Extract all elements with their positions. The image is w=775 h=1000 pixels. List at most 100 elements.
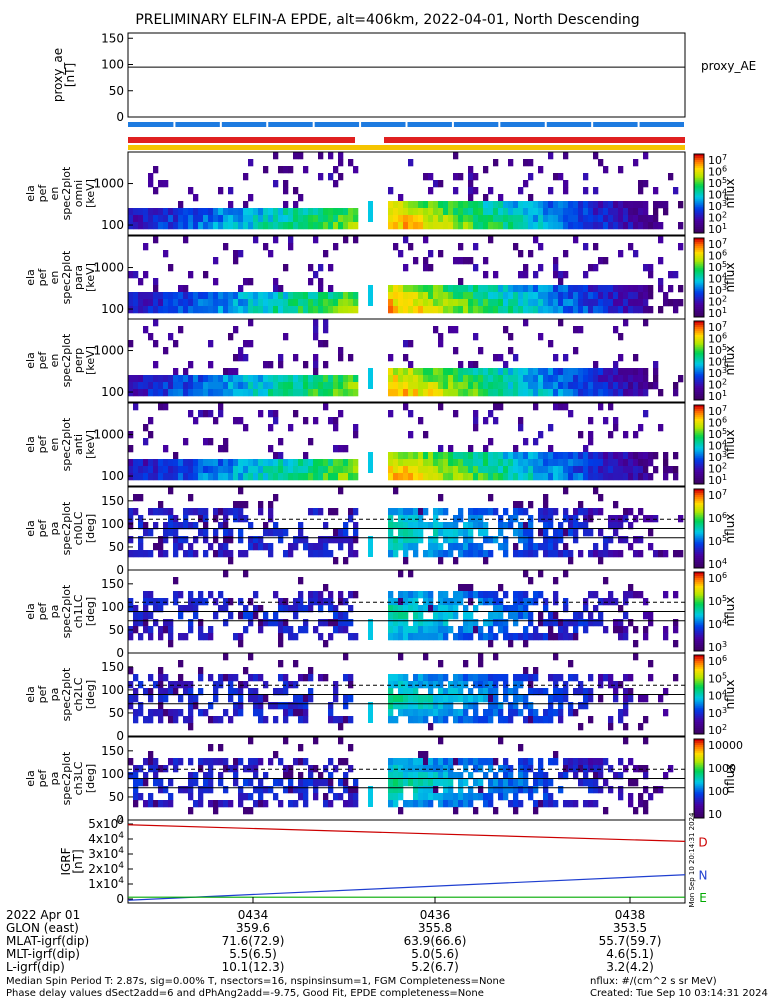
pitch-angle-spectrogram-2-cell [148, 688, 154, 696]
pitch-angle-spectrogram-0-cell [613, 529, 619, 537]
energy-spectrogram-2-cell [143, 375, 149, 383]
energy-spectrogram-3-cell [258, 459, 264, 467]
pitch-angle-spectrogram-3-cell [508, 765, 514, 773]
energy-spectrogram-1-colorbar-swatch [694, 301, 704, 304]
pitch-angle-spectrogram-2-ytick-label: 50 [109, 706, 124, 720]
pitch-angle-spectrogram-3-cell [253, 765, 259, 773]
energy-spectrogram-0-cell [403, 208, 409, 216]
energy-spectrogram-2-cell [343, 382, 349, 390]
pitch-angle-spectrogram-1-colorbar-swatch [694, 649, 704, 652]
energy-spectrogram-1-cell [313, 271, 319, 279]
pitch-angle-spectrogram-2-cell [508, 688, 514, 696]
pitch-angle-spectrogram-1-cell [608, 598, 614, 606]
pitch-angle-spectrogram-1-colorbar-swatch [694, 599, 704, 603]
energy-spectrogram-1-cell [413, 306, 419, 314]
energy-spectrogram-0-ylabel: [keV] [84, 179, 97, 208]
pitch-angle-spectrogram-0-colorbar-swatch [694, 496, 704, 500]
pitch-angle-spectrogram-0-cell [448, 550, 454, 558]
pitch-angle-spectrogram-3-cell [293, 758, 299, 766]
energy-spectrogram-2-cell [628, 375, 634, 383]
energy-spectrogram-3-cell [503, 452, 509, 460]
energy-spectrogram-2-cell [428, 375, 434, 383]
pitch-angle-spectrogram-3-ylabel: [deg] [84, 764, 97, 793]
energy-spectrogram-3-cell [413, 459, 419, 467]
energy-spectrogram-3-cell [638, 424, 644, 432]
energy-spectrogram-0-colorbar-swatch [694, 217, 704, 220]
pitch-angle-spectrogram-2-cell [478, 688, 484, 696]
energy-spectrogram-1-cell [548, 306, 554, 314]
energy-spectrogram-0-cell [583, 222, 589, 230]
energy-spectrogram-2-cell [538, 382, 544, 390]
energy-spectrogram-2-cell [533, 368, 539, 376]
energy-spectrogram-3-cell [168, 466, 174, 474]
pitch-angle-spectrogram-3-cell [153, 779, 159, 787]
pitch-angle-spectrogram-0-cell [458, 550, 464, 558]
pitch-angle-spectrogram-2-colorbar-swatch [694, 684, 704, 688]
energy-spectrogram-2-cell [618, 354, 624, 362]
pitch-angle-spectrogram-2-cell [518, 695, 524, 703]
energy-spectrogram-1-cell [493, 306, 499, 314]
energy-spectrogram-2-cell [563, 375, 569, 383]
pitch-angle-spectrogram-1-cell [318, 633, 324, 641]
pitch-angle-spectrogram-1-cell [493, 633, 499, 641]
pitch-angle-spectrogram-3-cell [513, 807, 519, 815]
pitch-angle-spectrogram-3-cell [398, 772, 404, 780]
energy-spectrogram-2-ylabel: perp [72, 348, 85, 373]
pitch-angle-spectrogram-0-cell [573, 529, 579, 537]
pitch-angle-spectrogram-1-cell [623, 633, 629, 641]
energy-spectrogram-2-cell [203, 375, 209, 383]
energy-spectrogram-0-cell [468, 187, 474, 195]
energy-spectrogram-1-cell [128, 271, 134, 279]
pitch-angle-spectrogram-1-cell [573, 612, 579, 620]
energy-spectrogram-0-cell [593, 222, 599, 230]
energy-spectrogram-3-cell [208, 438, 214, 446]
pitch-angle-spectrogram-0-cell [603, 550, 609, 558]
pitch-angle-spectrogram-0-cell [138, 536, 144, 544]
pitch-angle-spectrogram-3-cell [148, 751, 154, 759]
energy-spectrogram-3-cell [148, 417, 154, 425]
energy-spectrogram-3-cell [218, 459, 224, 467]
energy-spectrogram-1-colorbar-swatch [694, 305, 704, 308]
energy-spectrogram-0-cell [548, 222, 554, 230]
energy-spectrogram-1-cell [218, 299, 224, 307]
pitch-angle-spectrogram-2-colorbar-swatch [694, 664, 704, 668]
pitch-angle-spectrogram-1-colorbar-swatch [694, 625, 704, 628]
energy-spectrogram-3-cell [443, 473, 449, 481]
pitch-angle-spectrogram-3-cell [423, 758, 429, 766]
pitch-angle-spectrogram-0-cell [403, 522, 409, 530]
pitch-angle-spectrogram-2-cell [388, 702, 394, 710]
energy-spectrogram-2-cell [413, 382, 419, 390]
energy-spectrogram-0-cell [313, 215, 319, 223]
pitch-angle-spectrogram-0-cell [483, 550, 489, 558]
pitch-angle-spectrogram-1-ylabel: pa [48, 605, 61, 619]
pitch-angle-spectrogram-1-cell [538, 591, 544, 599]
pitch-angle-spectrogram-1-cell [463, 612, 469, 620]
pitch-angle-spectrogram-3-cell [388, 772, 394, 780]
pitch-angle-spectrogram-2-cell [233, 674, 239, 682]
energy-spectrogram-3-cell [673, 473, 679, 481]
pitch-angle-spectrogram-2-ylabel: ch2LC [72, 677, 85, 711]
pitch-angle-spectrogram-3-cell [583, 765, 589, 773]
pitch-angle-spectrogram-1-cell [598, 612, 604, 620]
energy-spectrogram-3-cell [128, 473, 134, 481]
pitch-angle-spectrogram-2-colorbar-swatch [694, 656, 704, 660]
energy-spectrogram-1-cell [328, 285, 334, 293]
energy-spectrogram-0-cell [508, 215, 514, 223]
pitch-angle-spectrogram-3-colorbar-swatch [694, 786, 704, 789]
pitch-angle-spectrogram-1-cell [463, 626, 469, 634]
pitch-angle-spectrogram-3-cell [283, 786, 289, 794]
energy-spectrogram-3-cell [413, 452, 419, 460]
pitch-angle-spectrogram-0-cell [483, 536, 489, 544]
orbit-bar-sep [591, 122, 594, 127]
pitch-angle-spectrogram-0-cell [213, 529, 219, 537]
energy-spectrogram-3-cell [338, 473, 344, 481]
pitch-angle-spectrogram-2-cell [413, 695, 419, 703]
pitch-angle-spectrogram-2-cell [223, 709, 229, 717]
energy-spectrogram-2-cell [273, 382, 279, 390]
energy-spectrogram-0-cell [278, 166, 284, 174]
pitch-angle-spectrogram-1-cell [398, 626, 404, 634]
pitch-angle-spectrogram-3-cell [388, 765, 394, 773]
pitch-angle-spectrogram-1-cell [398, 633, 404, 641]
energy-spectrogram-1-cell [393, 285, 399, 293]
pitch-angle-spectrogram-1-cell [278, 619, 284, 627]
